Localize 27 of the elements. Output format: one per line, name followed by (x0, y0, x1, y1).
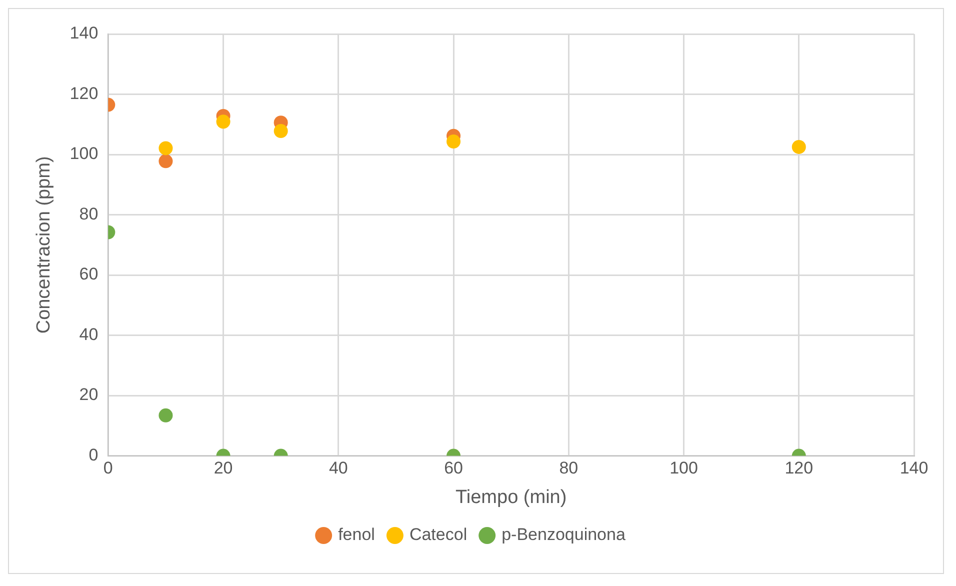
point (158, 154, 173, 168)
y-tick-label: 20 (79, 385, 98, 404)
point (792, 140, 806, 154)
y-tick-label: 40 (79, 324, 98, 344)
x-tick-label: 0 (103, 458, 113, 478)
point (446, 134, 461, 149)
legend-label: fenol (338, 525, 375, 544)
x-tick-label: 100 (670, 458, 698, 478)
x-tick-label: 60 (444, 458, 463, 478)
legend-label: p-Benzoquinona (502, 525, 626, 544)
legend-label: Catecol (409, 525, 468, 544)
x-tick-label: 20 (214, 458, 233, 478)
y-tick-label: 80 (79, 204, 98, 224)
y-axis-title: Concentracion (ppm) (34, 156, 55, 334)
y-tick-label: 100 (70, 144, 98, 164)
point (274, 124, 288, 138)
x-tick-label: 40 (328, 458, 348, 478)
point (216, 114, 230, 129)
x-axis-title: Tiempo (min) (455, 486, 567, 508)
y-tick-label: 140 (70, 24, 98, 43)
point (158, 141, 173, 156)
y-tick-label: 120 (70, 84, 98, 103)
x-tick-label: 80 (559, 458, 578, 478)
y-tick-label: 0 (88, 445, 98, 464)
x-tick-label: 140 (900, 458, 928, 478)
y-tick-label: 60 (79, 264, 98, 284)
x-tick-label: 120 (784, 458, 814, 478)
